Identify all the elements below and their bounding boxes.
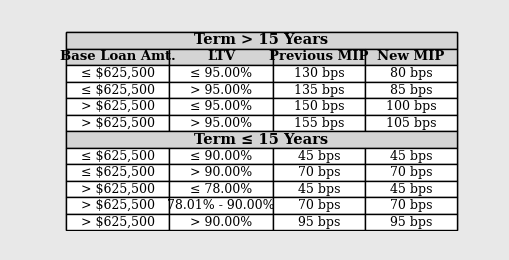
Bar — [66, 98, 169, 115]
Text: ≤ 95.00%: ≤ 95.00% — [190, 100, 252, 113]
Text: 70 bps: 70 bps — [389, 166, 432, 179]
Bar — [66, 181, 169, 197]
Text: 155 bps: 155 bps — [293, 116, 344, 129]
Text: ≤ $625,500: ≤ $625,500 — [80, 166, 154, 179]
Bar — [169, 148, 273, 164]
Text: 95 bps: 95 bps — [297, 216, 340, 229]
Bar — [66, 49, 169, 65]
Text: 100 bps: 100 bps — [385, 100, 436, 113]
Bar — [66, 197, 169, 214]
Bar — [169, 98, 273, 115]
Bar — [66, 214, 169, 230]
Bar — [273, 197, 364, 214]
Text: ≤ 95.00%: ≤ 95.00% — [190, 67, 252, 80]
Text: ≤ $625,500: ≤ $625,500 — [80, 67, 154, 80]
Bar — [66, 148, 169, 164]
Bar — [66, 82, 169, 98]
Bar — [273, 49, 364, 65]
Text: > $625,500: > $625,500 — [80, 199, 154, 212]
Bar — [364, 98, 456, 115]
Bar — [66, 164, 169, 181]
Text: 70 bps: 70 bps — [297, 166, 340, 179]
Text: > 90.00%: > 90.00% — [190, 166, 252, 179]
Text: > $625,500: > $625,500 — [80, 183, 154, 196]
Bar — [364, 49, 456, 65]
Text: 45 bps: 45 bps — [389, 150, 432, 162]
Bar — [66, 131, 456, 148]
Text: 45 bps: 45 bps — [389, 183, 432, 196]
Text: Term > 15 Years: Term > 15 Years — [194, 34, 328, 48]
Text: Base Loan Amt.: Base Loan Amt. — [60, 50, 175, 63]
Text: > $625,500: > $625,500 — [80, 100, 154, 113]
Text: 78.01% - 90.00%: 78.01% - 90.00% — [167, 199, 274, 212]
Bar — [364, 164, 456, 181]
Text: 85 bps: 85 bps — [389, 83, 432, 96]
Text: ≤ $625,500: ≤ $625,500 — [80, 150, 154, 162]
Bar — [273, 148, 364, 164]
Bar — [169, 214, 273, 230]
Bar — [364, 214, 456, 230]
Text: 95 bps: 95 bps — [389, 216, 432, 229]
Text: LTV: LTV — [207, 50, 235, 63]
Text: New MIP: New MIP — [377, 50, 444, 63]
Text: 105 bps: 105 bps — [385, 116, 435, 129]
Bar — [273, 181, 364, 197]
Text: ≤ 90.00%: ≤ 90.00% — [190, 150, 252, 162]
Bar — [273, 214, 364, 230]
Text: 80 bps: 80 bps — [389, 67, 432, 80]
Bar — [169, 115, 273, 131]
Text: > $625,500: > $625,500 — [80, 116, 154, 129]
Bar — [66, 65, 169, 82]
Bar — [66, 115, 169, 131]
Text: ≤ $625,500: ≤ $625,500 — [80, 83, 154, 96]
Bar — [273, 115, 364, 131]
Bar — [169, 82, 273, 98]
Bar — [364, 181, 456, 197]
Text: 70 bps: 70 bps — [297, 199, 340, 212]
Bar — [364, 82, 456, 98]
Text: Previous MIP: Previous MIP — [269, 50, 368, 63]
Text: > $625,500: > $625,500 — [80, 216, 154, 229]
Text: > 90.00%: > 90.00% — [190, 216, 252, 229]
Text: Term ≤ 15 Years: Term ≤ 15 Years — [194, 133, 328, 147]
Text: 130 bps: 130 bps — [293, 67, 344, 80]
Text: ≤ 78.00%: ≤ 78.00% — [190, 183, 252, 196]
Bar — [66, 32, 456, 49]
Bar — [273, 82, 364, 98]
Bar — [169, 65, 273, 82]
Bar — [273, 65, 364, 82]
Text: 135 bps: 135 bps — [293, 83, 344, 96]
Text: 150 bps: 150 bps — [293, 100, 344, 113]
Bar — [169, 181, 273, 197]
Text: 45 bps: 45 bps — [297, 183, 340, 196]
Text: > 95.00%: > 95.00% — [190, 83, 252, 96]
Text: 45 bps: 45 bps — [297, 150, 340, 162]
Text: > 95.00%: > 95.00% — [190, 116, 252, 129]
Bar — [169, 197, 273, 214]
Bar — [169, 49, 273, 65]
Bar — [364, 115, 456, 131]
Bar — [273, 164, 364, 181]
Bar — [364, 65, 456, 82]
Bar — [364, 148, 456, 164]
Bar — [169, 164, 273, 181]
Bar — [364, 197, 456, 214]
Bar — [273, 98, 364, 115]
Text: 70 bps: 70 bps — [389, 199, 432, 212]
